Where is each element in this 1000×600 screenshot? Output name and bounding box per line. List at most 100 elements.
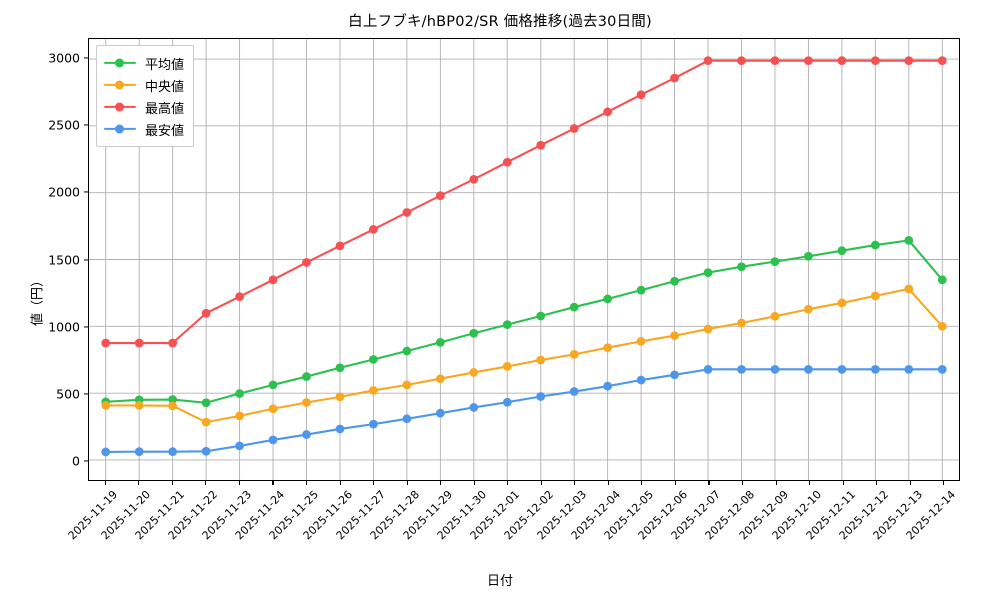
data-point [168, 401, 178, 411]
data-point [870, 56, 880, 66]
x-tick-mark [406, 481, 408, 485]
data-point [770, 257, 780, 267]
data-point [569, 302, 579, 312]
data-point [268, 404, 278, 414]
data-point [302, 398, 311, 407]
data-point [636, 90, 646, 100]
data-point [603, 294, 613, 304]
data-point [134, 338, 144, 348]
data-point [737, 364, 746, 374]
y-tick-label: 3000 [48, 50, 80, 66]
data-point [937, 364, 947, 374]
data-point [469, 368, 479, 377]
data-point [101, 447, 111, 457]
x-tick-mark [306, 481, 308, 485]
x-tick-mark [708, 481, 710, 485]
data-point [268, 435, 278, 445]
data-point [502, 320, 512, 329]
data-point [603, 381, 613, 391]
data-point [804, 56, 813, 66]
data-point [201, 446, 211, 456]
data-point [369, 386, 378, 395]
data-point [603, 343, 613, 353]
legend-label: 最高値 [145, 101, 185, 117]
data-point [804, 364, 813, 374]
data-point [804, 304, 813, 314]
legend-label: 平均値 [145, 57, 185, 73]
data-point [870, 364, 880, 374]
data-point [201, 417, 211, 427]
plot-area [88, 38, 960, 481]
data-point [770, 56, 780, 66]
data-point [101, 338, 111, 348]
legend-item-1[interactable]: 中央値 [104, 74, 184, 96]
y-axis-label: 値（円） [30, 273, 46, 327]
data-point [770, 364, 780, 374]
data-point [402, 346, 412, 356]
data-point [435, 337, 445, 347]
data-point [268, 275, 278, 285]
data-point [603, 107, 613, 117]
data-point [904, 236, 914, 245]
data-point [435, 374, 445, 384]
x-tick-mark [339, 481, 341, 485]
data-point [837, 246, 847, 256]
y-tick-mark [84, 258, 88, 261]
data-point [302, 372, 311, 381]
data-point [770, 311, 780, 321]
grid-lines [89, 39, 959, 480]
data-point [369, 419, 378, 429]
legend-item-3[interactable]: 最安値 [104, 118, 184, 140]
data-point [536, 311, 546, 321]
x-tick-mark [205, 481, 207, 485]
data-point [670, 73, 679, 83]
x-tick-mark [373, 481, 375, 485]
legend-item-2[interactable]: 最高値 [104, 96, 184, 118]
data-point [502, 362, 512, 371]
data-point [569, 124, 579, 133]
x-tick-mark [742, 481, 744, 485]
data-point [937, 321, 947, 331]
data-point [502, 157, 512, 167]
data-point [670, 370, 679, 380]
data-point [837, 298, 847, 308]
data-point [703, 56, 713, 66]
data-point [335, 392, 345, 402]
series-line-0 [104, 239, 944, 404]
data-point [235, 411, 244, 421]
x-tick-mark [809, 481, 811, 485]
x-axis-label: 日付 [486, 574, 513, 589]
y-tick-mark [84, 124, 88, 126]
data-point [101, 401, 111, 410]
series-lines [101, 56, 947, 457]
y-tick-label: 2000 [48, 184, 80, 200]
x-tick-mark [440, 481, 442, 485]
data-point [235, 389, 244, 398]
data-point [904, 284, 914, 294]
data-point [937, 275, 947, 285]
x-tick-mark [507, 481, 509, 485]
data-point [837, 56, 847, 66]
legend-label: 最安値 [145, 123, 185, 139]
data-point [703, 324, 713, 334]
data-point [235, 292, 244, 302]
data-point [134, 401, 144, 410]
legend-item-0[interactable]: 平均値 [104, 52, 184, 74]
data-point [737, 262, 746, 272]
x-tick-mark [674, 481, 677, 485]
data-point [201, 398, 211, 408]
x-tick-mark [909, 481, 911, 485]
chart-title: 白上フブキ/hBP02/SR 価格推移(過去30日間) [348, 14, 652, 30]
data-point [335, 241, 345, 251]
series-line-1 [104, 287, 944, 424]
data-point [335, 363, 345, 373]
data-point [302, 430, 311, 439]
x-tick-mark [876, 481, 878, 485]
data-point [870, 291, 880, 301]
data-point [904, 364, 914, 374]
x-tick-mark [473, 481, 475, 485]
y-tick-label: 2500 [48, 117, 80, 133]
legend-swatch-icon [104, 78, 136, 92]
data-point [703, 364, 713, 374]
data-point [670, 276, 679, 286]
